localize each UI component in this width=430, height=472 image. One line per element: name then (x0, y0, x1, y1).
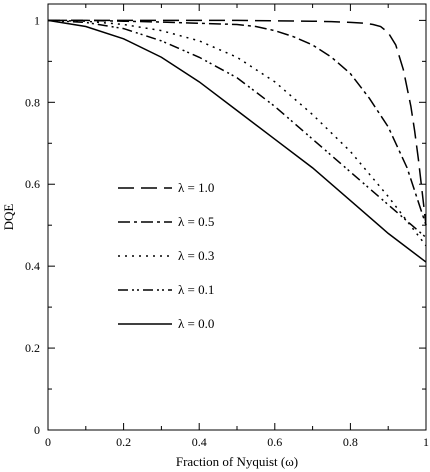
legend-label: λ = 0.5 (178, 214, 214, 229)
x-tick-label: 0.2 (116, 435, 131, 449)
y-tick-label: 0.8 (25, 95, 40, 109)
legend-label: λ = 0.0 (178, 316, 214, 331)
x-axis-label: Fraction of Nyquist (ω) (176, 454, 298, 469)
axis-ticks: 0 0.2 0.4 0.6 0.8 1 0 0.2 0.4 0.6 0.8 1 (25, 4, 429, 449)
x-tick-label: 1 (423, 435, 429, 449)
y-tick-label: 0.2 (25, 341, 40, 355)
series-line-3 (47, 19, 427, 239)
y-axis-label: DQE (1, 204, 16, 231)
series-line-1 (48, 19, 427, 226)
series-layer (47, 19, 427, 263)
y-tick-label: 0.4 (25, 259, 40, 273)
x-tick-label: 0.6 (267, 435, 282, 449)
x-tick-label: 0.4 (192, 435, 207, 449)
x-tick-label: 0.8 (343, 435, 358, 449)
y-tick-label: 0.6 (25, 177, 40, 191)
y-tick-label: 1 (34, 13, 40, 27)
legend: λ = 1.0 λ = 0.5 λ = 0.3 λ = 0.1 λ = 0.0 (118, 180, 214, 331)
series-line-0 (48, 19, 427, 226)
x-tick-label: 0 (45, 435, 51, 449)
legend-label: λ = 1.0 (178, 180, 214, 195)
legend-label: λ = 0.3 (178, 248, 214, 263)
series-line-4 (47, 19, 427, 263)
y-tick-label: 0 (34, 423, 40, 437)
series-line-2 (47, 19, 427, 247)
legend-label: λ = 0.1 (178, 282, 214, 297)
